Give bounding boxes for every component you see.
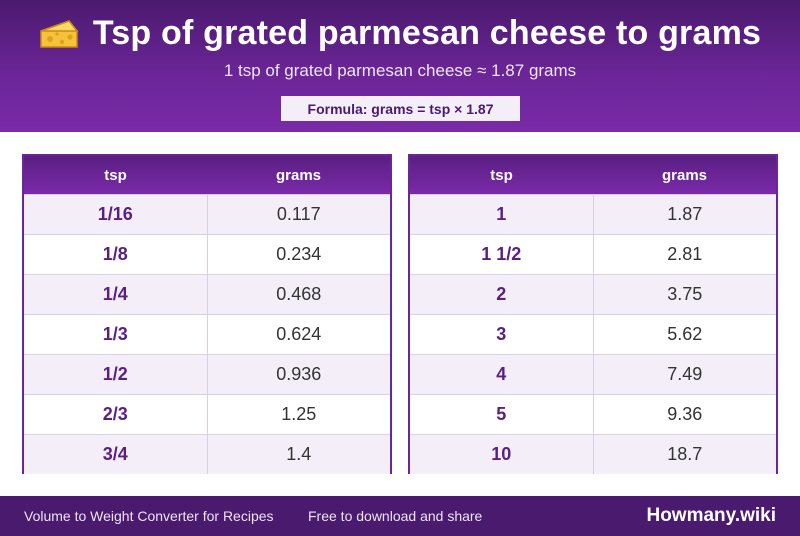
- tsp-cell: 1 1/2: [410, 235, 594, 274]
- grams-cell: 0.117: [276, 204, 321, 224]
- grams-cell: 7.49: [667, 364, 703, 384]
- table-row: 1 1/2 2.81: [410, 234, 776, 274]
- conversion-table-left: tsp grams 1/16 0.117 1/8 0.234 1/4 0.468 1/…: [22, 154, 392, 474]
- tsp-cell: 1/4: [24, 275, 208, 314]
- tsp-cell: 2: [410, 275, 594, 314]
- grams-cell: 1.4: [286, 444, 312, 464]
- column-header-tsp: tsp: [104, 166, 127, 184]
- column-header-tsp: tsp: [490, 166, 513, 184]
- tsp-cell: 4: [410, 355, 594, 394]
- grams-cell: 9.36: [667, 404, 703, 424]
- tsp-cell: 10: [410, 435, 594, 474]
- table-row: 2 3.75: [410, 274, 776, 314]
- tsp-cell: 5: [410, 395, 594, 434]
- table-row: 1/4 0.468: [24, 274, 390, 314]
- table-row: 3 5.62: [410, 314, 776, 354]
- footer-share-note: Free to download and share: [308, 508, 483, 524]
- column-header-grams: grams: [275, 166, 322, 184]
- table-row: 1/16 0.117: [24, 194, 390, 234]
- page-subtitle: 1 tsp of grated parmesan cheese ≈ 1.87 g…: [223, 61, 577, 80]
- grams-cell: 1.87: [667, 204, 703, 224]
- column-header-grams: grams: [661, 166, 708, 184]
- tsp-cell: 1/16: [24, 195, 208, 234]
- grams-cell: 0.624: [276, 324, 322, 344]
- table-row: 1 1.87: [410, 194, 776, 234]
- footer-bar: Volume to Weight Converter for Recipes F…: [0, 496, 800, 536]
- tsp-cell: 1/2: [24, 355, 208, 394]
- tsp-cell: 3/4: [24, 435, 208, 474]
- table-row: 3/4 1.4: [24, 434, 390, 474]
- table-row: 1/2 0.936: [24, 354, 390, 394]
- tsp-cell: 1/8: [24, 235, 208, 274]
- table-row: 5 9.36: [410, 394, 776, 434]
- table-row: 10 18.7: [410, 434, 776, 474]
- tsp-cell: 3: [410, 315, 594, 354]
- table-body: 1/16 0.117 1/8 0.234 1/4 0.468 1/3 0.624 1/2…: [24, 194, 390, 474]
- header-banner: Tsp of grated parmesan cheese to grams 1…: [0, 0, 800, 132]
- cheese-icon: [39, 17, 79, 51]
- page-title-row: Tsp of grated parmesan cheese to grams: [0, 14, 800, 53]
- table-row: 1/3 0.624: [24, 314, 390, 354]
- formula-badge: Formula: grams = tsp × 1.87: [281, 96, 520, 121]
- grams-cell: 5.62: [667, 324, 703, 344]
- grams-cell: 0.234: [276, 244, 322, 264]
- grams-cell: 18.7: [667, 444, 703, 464]
- footer-tagline: Volume to Weight Converter for Recipes: [24, 508, 274, 524]
- table-header: tsp grams: [24, 156, 390, 194]
- grams-cell: 3.75: [667, 284, 703, 304]
- grams-cell: 1.25: [281, 404, 317, 424]
- table-body: 1 1.87 1 1/2 2.81 2 3.75 3 5.62 4 7.49 5 9.36 …: [410, 194, 776, 474]
- brand-logo-text[interactable]: Howmany.wiki: [646, 505, 776, 526]
- tsp-cell: 1/3: [24, 315, 208, 354]
- tsp-cell: 2/3: [24, 395, 208, 434]
- table-row: 2/3 1.25: [24, 394, 390, 434]
- table-row: 1/8 0.234: [24, 234, 390, 274]
- grams-cell: 2.81: [667, 244, 703, 264]
- table-header: tsp grams: [410, 156, 776, 194]
- grams-cell: 0.936: [276, 364, 322, 384]
- grams-cell: 0.468: [276, 284, 322, 304]
- page-title: Tsp of grated parmesan cheese to grams: [92, 14, 762, 52]
- table-row: 4 7.49: [410, 354, 776, 394]
- tsp-cell: 1: [410, 195, 594, 234]
